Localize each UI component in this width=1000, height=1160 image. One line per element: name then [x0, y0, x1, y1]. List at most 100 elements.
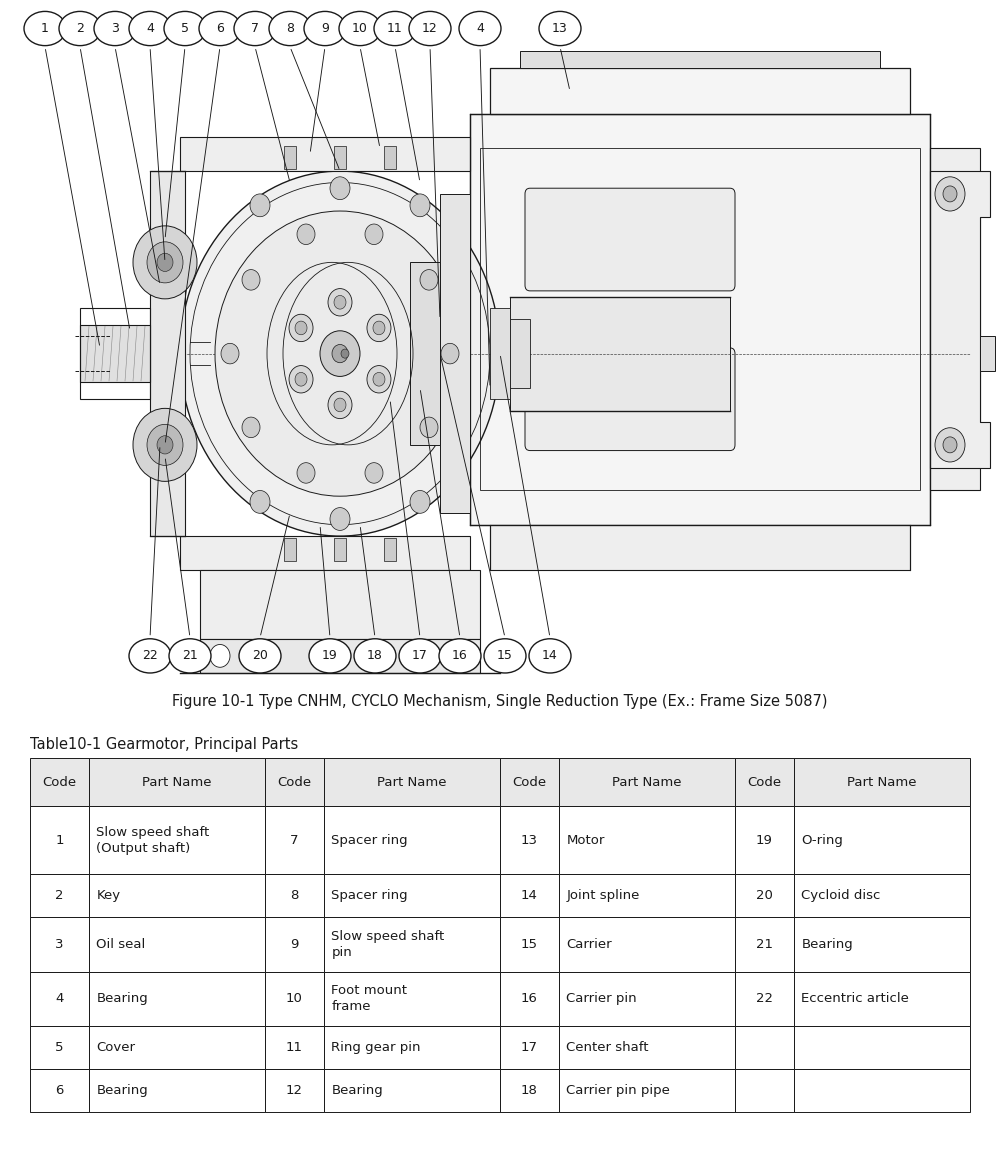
- Circle shape: [221, 343, 239, 364]
- Bar: [324, 918, 500, 972]
- Text: 13: 13: [552, 22, 568, 35]
- Ellipse shape: [94, 12, 136, 45]
- Bar: [794, 972, 970, 1027]
- Bar: [559, 1068, 735, 1111]
- Bar: [89, 875, 265, 918]
- Circle shape: [935, 428, 965, 462]
- Bar: [794, 918, 970, 972]
- Text: 3: 3: [55, 938, 64, 951]
- Text: 11: 11: [286, 1041, 303, 1054]
- Circle shape: [289, 314, 313, 342]
- Ellipse shape: [539, 12, 581, 45]
- Circle shape: [943, 186, 957, 202]
- Ellipse shape: [409, 12, 451, 45]
- Text: Spacer ring: Spacer ring: [331, 834, 408, 847]
- Text: Slow speed shaft
(Output shaft): Slow speed shaft (Output shaft): [96, 826, 210, 855]
- Circle shape: [147, 241, 183, 283]
- Circle shape: [441, 343, 459, 364]
- Bar: [265, 875, 324, 918]
- Bar: [794, 759, 970, 806]
- Ellipse shape: [354, 639, 396, 673]
- Ellipse shape: [459, 12, 501, 45]
- Text: 7: 7: [251, 22, 259, 35]
- Text: Joint spline: Joint spline: [566, 890, 640, 902]
- Circle shape: [420, 269, 438, 290]
- Bar: [559, 875, 735, 918]
- Bar: [80, 325, 150, 382]
- Circle shape: [365, 224, 383, 245]
- Text: Carrier: Carrier: [566, 938, 612, 951]
- Bar: [794, 1068, 970, 1111]
- Bar: [794, 806, 970, 875]
- Bar: [559, 972, 735, 1027]
- Text: Carrier pin: Carrier pin: [566, 993, 637, 1006]
- Text: Carrier pin pipe: Carrier pin pipe: [566, 1083, 670, 1096]
- Text: 8: 8: [286, 22, 294, 35]
- Text: Foot mount
frame: Foot mount frame: [331, 985, 407, 1014]
- Bar: [334, 146, 346, 169]
- Bar: [30, 972, 89, 1027]
- Bar: [200, 571, 480, 639]
- Text: Center shaft: Center shaft: [566, 1041, 649, 1054]
- Text: Cycloid disc: Cycloid disc: [801, 890, 881, 902]
- Text: 4: 4: [55, 993, 64, 1006]
- Ellipse shape: [164, 12, 206, 45]
- Ellipse shape: [399, 639, 441, 673]
- Text: 21: 21: [756, 938, 773, 951]
- Bar: [490, 524, 910, 571]
- Circle shape: [367, 314, 391, 342]
- Text: 16: 16: [452, 650, 468, 662]
- Bar: [30, 806, 89, 875]
- Bar: [180, 137, 470, 171]
- Bar: [334, 538, 346, 561]
- Text: 15: 15: [497, 650, 513, 662]
- Circle shape: [297, 463, 315, 484]
- Bar: [324, 1068, 500, 1111]
- Text: 10: 10: [352, 22, 368, 35]
- Bar: [265, 918, 324, 972]
- Text: 22: 22: [756, 993, 773, 1006]
- Text: 19: 19: [322, 650, 338, 662]
- Text: Code: Code: [747, 776, 781, 789]
- Text: 5: 5: [55, 1041, 64, 1054]
- Bar: [490, 309, 510, 399]
- Bar: [794, 1027, 970, 1068]
- Bar: [265, 759, 324, 806]
- Ellipse shape: [439, 639, 481, 673]
- Text: 20: 20: [756, 890, 773, 902]
- Bar: [559, 918, 735, 972]
- Circle shape: [157, 253, 173, 271]
- Ellipse shape: [484, 639, 526, 673]
- Bar: [735, 759, 794, 806]
- Text: 13: 13: [521, 834, 538, 847]
- Bar: [80, 309, 150, 399]
- Bar: [500, 1027, 559, 1068]
- Text: Cover: Cover: [96, 1041, 135, 1054]
- Text: Code: Code: [42, 776, 76, 789]
- Text: Part Name: Part Name: [377, 776, 447, 789]
- Ellipse shape: [239, 639, 281, 673]
- Bar: [324, 972, 500, 1027]
- Polygon shape: [930, 171, 990, 467]
- Text: 9: 9: [321, 22, 329, 35]
- Text: Table10-1 Gearmotor, Principal Parts: Table10-1 Gearmotor, Principal Parts: [30, 737, 298, 752]
- Text: 10: 10: [286, 993, 303, 1006]
- Bar: [30, 918, 89, 972]
- Text: Part Name: Part Name: [612, 776, 682, 789]
- Ellipse shape: [309, 639, 351, 673]
- Circle shape: [365, 463, 383, 484]
- Text: Figure 10-1 Type CNHM, CYCLO Mechanism, Single Reduction Type (Ex.: Frame Size 5: Figure 10-1 Type CNHM, CYCLO Mechanism, …: [172, 695, 828, 709]
- Bar: [324, 1027, 500, 1068]
- Circle shape: [242, 418, 260, 437]
- Text: 19: 19: [756, 834, 773, 847]
- Text: 14: 14: [521, 890, 538, 902]
- Circle shape: [180, 172, 500, 536]
- Ellipse shape: [339, 12, 381, 45]
- Bar: [794, 875, 970, 918]
- Text: 18: 18: [367, 650, 383, 662]
- Bar: [30, 1027, 89, 1068]
- Text: Code: Code: [512, 776, 546, 789]
- Bar: [30, 759, 89, 806]
- Bar: [324, 875, 500, 918]
- Text: 7: 7: [290, 834, 299, 847]
